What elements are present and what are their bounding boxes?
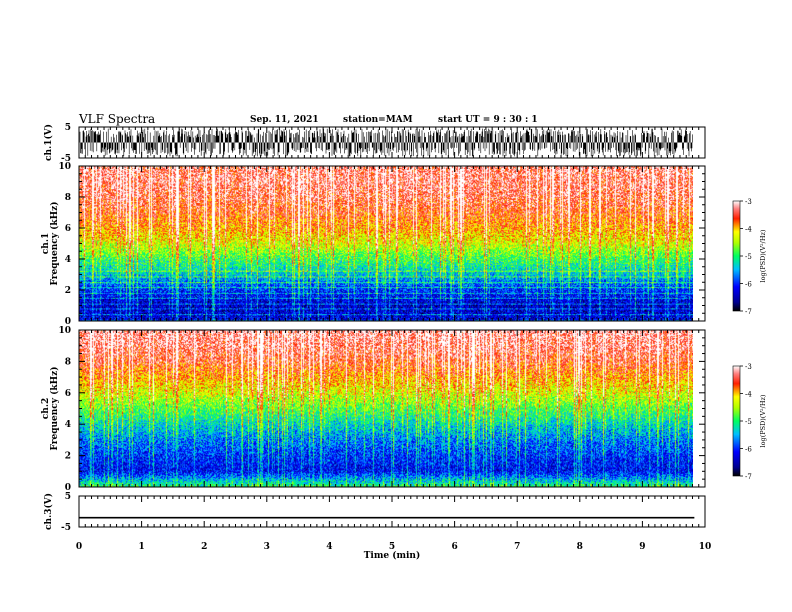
- y-tick-label: -5: [61, 154, 71, 164]
- y-tick-label: 4: [65, 420, 71, 430]
- y-axis-label: ch.2: [41, 398, 51, 419]
- colorbar-label: log(PSD)(V²/Hz): [759, 394, 767, 447]
- station-label: station=MAM: [343, 115, 413, 125]
- y-tick-label: 2: [65, 286, 71, 296]
- colorbar-tick-label: -7: [745, 308, 752, 316]
- y-tick-label: 0: [65, 483, 71, 493]
- y-tick-label: 10: [58, 326, 71, 336]
- colorbar-tick-label: -3: [745, 363, 752, 371]
- date-label: Sep. 11, 2021: [250, 115, 319, 125]
- x-axis-label: Time (min): [364, 550, 421, 561]
- x-tick-label: 4: [326, 542, 332, 552]
- colorbar-tick-label: -7: [745, 473, 752, 481]
- ch1-spectrogram-panel: [78, 165, 706, 322]
- y-tick-label: -5: [61, 523, 71, 533]
- y-axis-label: ch.3(V): [43, 493, 54, 530]
- ch1-waveform-path: [79, 128, 693, 157]
- y-tick-label: 5: [65, 492, 71, 502]
- y-axis-label: Frequency (kHz): [49, 366, 60, 450]
- x-tick-label: 5: [389, 542, 395, 552]
- y-axis-label: ch.1: [41, 233, 51, 254]
- x-tick-label: 10: [699, 542, 712, 552]
- x-tick-label: 6: [451, 542, 457, 552]
- y-tick-label: 0: [65, 317, 71, 327]
- figure-title: VLF Spectra: [79, 112, 156, 126]
- x-tick-label: 1: [138, 542, 144, 552]
- ch1-colorbar: [732, 200, 741, 312]
- colorbar-tick-label: -5: [745, 253, 752, 261]
- ch2-spectrogram-panel: [78, 329, 706, 488]
- x-tick-label: 7: [514, 542, 520, 552]
- start-time-label: start UT = 9 : 30 : 1: [438, 115, 538, 125]
- x-tick-label: 2: [201, 542, 207, 552]
- colorbar-label: log(PSD)(V²/Hz): [759, 229, 767, 282]
- x-tick-label: 0: [76, 542, 82, 552]
- colorbar-tick-label: -4: [745, 391, 752, 399]
- x-tick-label: 3: [264, 542, 270, 552]
- colorbar-tick-label: -6: [745, 281, 752, 289]
- colorbar-tick-label: -5: [745, 418, 752, 426]
- y-axis-label: ch.1(V): [43, 124, 54, 161]
- x-tick-label: 9: [639, 542, 645, 552]
- ch1-waveform-trace: [79, 128, 693, 157]
- y-tick-label: 6: [65, 389, 71, 399]
- ch1-spectrogram-image: [79, 166, 693, 321]
- y-tick-label: 8: [65, 357, 71, 367]
- y-tick-label: 2: [65, 452, 71, 462]
- y-tick-label: 8: [65, 193, 71, 203]
- y-axis-label: Frequency (kHz): [49, 201, 60, 285]
- colorbar-tick-label: -6: [745, 446, 752, 454]
- ch2-spectrogram-image: [79, 330, 693, 487]
- colorbar-tick-label: -4: [745, 226, 752, 234]
- y-tick-label: 10: [58, 162, 71, 172]
- y-tick-label: 5: [65, 123, 71, 133]
- y-tick-label: 4: [65, 255, 71, 265]
- ch2-colorbar: [732, 365, 741, 477]
- x-tick-label: 8: [577, 542, 583, 552]
- colorbar-tick-label: -3: [745, 198, 752, 206]
- y-tick-label: 6: [65, 224, 71, 234]
